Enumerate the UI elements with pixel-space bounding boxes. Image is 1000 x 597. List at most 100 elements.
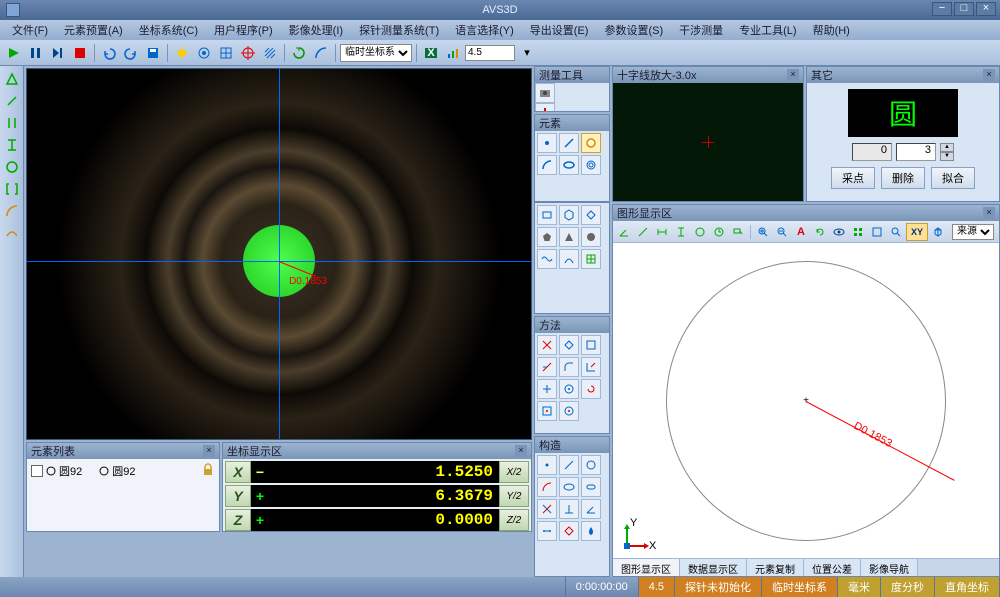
circle-construct-icon[interactable] — [581, 455, 601, 475]
video-view[interactable]: D0.1853 — [26, 68, 532, 440]
bracket-tool-icon[interactable] — [3, 180, 21, 198]
refresh-icon[interactable] — [811, 223, 829, 241]
excel-button[interactable]: X — [421, 43, 441, 63]
circle-center-icon[interactable] — [559, 379, 579, 399]
rect-dot-icon[interactable] — [537, 401, 557, 421]
grid-button[interactable] — [216, 43, 236, 63]
close-icon[interactable]: × — [983, 69, 995, 81]
arc-button[interactable] — [311, 43, 331, 63]
grid-view-icon[interactable] — [849, 223, 867, 241]
line-icon[interactable] — [634, 223, 652, 241]
play-button[interactable] — [4, 43, 24, 63]
graphic-canvas[interactable]: + D0.1853 YX — [613, 243, 999, 558]
zoom-out-icon[interactable] — [773, 223, 791, 241]
perpendicular-icon[interactable] — [559, 499, 579, 519]
light-button[interactable] — [172, 43, 192, 63]
height-tool-icon[interactable] — [3, 136, 21, 154]
pentagon-fill-icon[interactable] — [537, 227, 557, 247]
menu-file[interactable]: 文件(F) — [4, 20, 56, 40]
circle-fill-icon[interactable] — [581, 227, 601, 247]
spin-up-icon[interactable]: ▲ — [940, 143, 954, 152]
spline-icon[interactable] — [559, 249, 579, 269]
ring-icon[interactable] — [581, 155, 601, 175]
stop-button[interactable] — [70, 43, 90, 63]
tab-copy[interactable]: 元素复制 — [747, 559, 804, 576]
close-icon[interactable]: × — [787, 69, 799, 81]
menu-params[interactable]: 参数设置(S) — [596, 20, 671, 40]
menu-probe[interactable]: 探针测量系统(T) — [351, 20, 447, 40]
edge-icon[interactable] — [537, 357, 557, 377]
line-tool-icon[interactable] — [3, 92, 21, 110]
close-button[interactable]: × — [976, 2, 996, 16]
half-button[interactable]: Z/2 — [499, 509, 529, 531]
tab-tolerance[interactable]: 位置公差 — [804, 559, 861, 576]
label-icon[interactable] — [729, 223, 747, 241]
point-construct-icon[interactable] — [537, 455, 557, 475]
arc-construct-icon[interactable] — [537, 477, 557, 497]
spin-down-icon[interactable]: ▼ — [940, 152, 954, 161]
arc-icon[interactable] — [537, 155, 557, 175]
plus-icon[interactable] — [537, 379, 557, 399]
axis-label[interactable]: Z — [225, 509, 251, 531]
angle-icon[interactable] — [615, 223, 633, 241]
pause-button[interactable] — [26, 43, 46, 63]
corner-icon[interactable] — [581, 357, 601, 377]
status-unit[interactable]: 毫米 — [838, 577, 881, 597]
lock-icon[interactable] — [201, 463, 215, 477]
status-coord-type[interactable]: 直角坐标 — [935, 577, 1000, 597]
minimize-button[interactable]: − — [932, 2, 952, 16]
menu-lang[interactable]: 语言选择(Y) — [447, 20, 522, 40]
rect-icon[interactable] — [537, 205, 557, 225]
tab-nav[interactable]: 影像导航 — [861, 559, 918, 576]
dim-h-icon[interactable] — [653, 223, 671, 241]
fit-icon[interactable] — [868, 223, 886, 241]
menu-export[interactable]: 导出设置(E) — [522, 20, 597, 40]
triangle-tool-icon[interactable] — [3, 70, 21, 88]
ellipse-icon[interactable] — [559, 155, 579, 175]
dim-v-icon[interactable] — [672, 223, 690, 241]
segment-icon[interactable] — [537, 521, 557, 541]
view-cube-icon[interactable] — [929, 223, 947, 241]
zoom-in-icon[interactable] — [754, 223, 772, 241]
square-outline-icon[interactable] — [581, 335, 601, 355]
diamond-icon[interactable] — [581, 205, 601, 225]
angle-construct-icon[interactable] — [581, 499, 601, 519]
point-icon[interactable] — [537, 133, 557, 153]
clock-icon[interactable] — [710, 223, 728, 241]
parallel-tool-icon[interactable] — [3, 114, 21, 132]
menu-coord[interactable]: 坐标系统(C) — [131, 20, 206, 40]
tab-data[interactable]: 数据显示区 — [680, 559, 747, 576]
curve-tool-icon[interactable] — [3, 224, 21, 242]
close-icon[interactable]: × — [203, 445, 215, 457]
axis-label[interactable]: Y — [225, 485, 251, 507]
circle-tool-icon[interactable] — [3, 158, 21, 176]
half-button[interactable]: Y/2 — [499, 485, 529, 507]
line-icon[interactable] — [559, 133, 579, 153]
xy-plane-button[interactable]: XY — [906, 223, 928, 241]
axis-label[interactable]: X — [225, 461, 251, 483]
rotate-button[interactable] — [289, 43, 309, 63]
undo-button[interactable] — [99, 43, 119, 63]
menu-interference[interactable]: 干涉测量 — [671, 20, 731, 40]
fit-button[interactable]: 拟合 — [931, 167, 975, 189]
status-angle[interactable]: 度分秒 — [881, 577, 935, 597]
diamond-construct-icon[interactable] — [559, 521, 579, 541]
redo-button[interactable] — [121, 43, 141, 63]
grid-icon[interactable] — [581, 249, 601, 269]
checkbox-icon[interactable] — [31, 465, 43, 477]
loop-icon[interactable] — [581, 379, 601, 399]
list-item[interactable]: 圆92 — [31, 463, 82, 479]
triangle-fill-icon[interactable] — [559, 227, 579, 247]
menu-image[interactable]: 影像处理(I) — [281, 20, 351, 40]
ellipse-construct-icon[interactable] — [559, 477, 579, 497]
eye-icon[interactable] — [830, 223, 848, 241]
wave-icon[interactable] — [537, 249, 557, 269]
count-input-1[interactable]: 0 — [852, 143, 892, 161]
close-icon[interactable]: × — [983, 207, 995, 219]
menu-help[interactable]: 帮助(H) — [805, 20, 858, 40]
target-button[interactable] — [238, 43, 258, 63]
half-button[interactable]: X/2 — [499, 461, 529, 483]
maximize-button[interactable]: □ — [954, 2, 974, 16]
focus-button[interactable] — [194, 43, 214, 63]
chart-button[interactable] — [443, 43, 463, 63]
